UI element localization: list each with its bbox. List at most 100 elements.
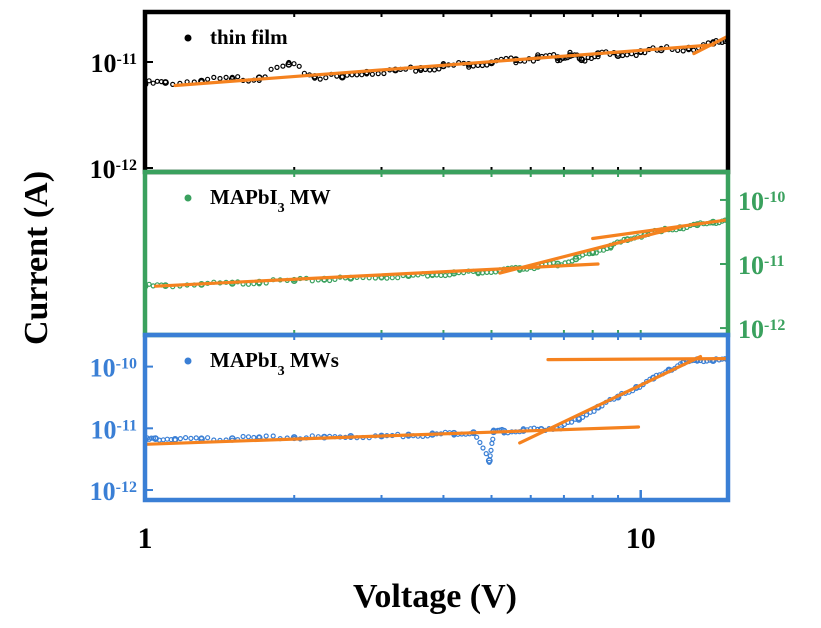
x-tick-label: 10 xyxy=(626,522,656,555)
data-marker xyxy=(425,273,431,279)
y-tick-exponent: -11 xyxy=(117,50,137,67)
data-marker xyxy=(447,272,453,278)
y-tick-base: 10 xyxy=(91,49,117,78)
data-marker xyxy=(223,74,229,81)
data-marker xyxy=(323,75,329,81)
data-marker xyxy=(154,78,160,84)
y-tick-base: 10 xyxy=(738,315,764,344)
plot-area-middle xyxy=(145,217,728,290)
data-marker xyxy=(198,435,205,441)
y-tick-exponent: -11 xyxy=(117,417,137,434)
data-marker xyxy=(211,74,217,81)
data-marker xyxy=(205,435,211,441)
data-marker xyxy=(146,78,152,84)
data-point xyxy=(724,37,728,44)
legend-label: MAPbI3 MWs xyxy=(210,348,339,379)
y-tick-label: 10-11 xyxy=(738,251,784,280)
y-tick-base: 10 xyxy=(738,187,764,216)
data-marker xyxy=(490,436,496,442)
data-marker xyxy=(568,419,575,425)
plot-area-bottom xyxy=(145,355,728,465)
data-marker xyxy=(369,71,375,77)
data-marker xyxy=(193,435,199,441)
fit-line xyxy=(692,34,728,56)
y-tick-exponent: -12 xyxy=(764,317,785,334)
data-marker xyxy=(317,76,323,82)
y-tick-label: 10-11 xyxy=(91,49,137,78)
fit-line xyxy=(518,355,703,445)
data-marker xyxy=(474,434,480,440)
data-marker xyxy=(359,72,365,78)
legend-label: thin film xyxy=(210,25,288,49)
data-point xyxy=(285,61,293,68)
legend-text: thin film xyxy=(210,25,288,49)
y-axis-label: Current (A) xyxy=(18,171,55,345)
data-marker xyxy=(280,63,286,69)
y-tick-label: 10-12 xyxy=(90,477,137,506)
y-tick-label: 10-12 xyxy=(738,315,785,344)
legend-text-rest: MWs xyxy=(285,348,339,372)
fit-line xyxy=(546,357,728,362)
data-marker xyxy=(188,435,194,441)
data-marker xyxy=(263,433,269,439)
data-marker xyxy=(384,275,390,281)
data-marker xyxy=(245,434,252,440)
y-tick-base: 10 xyxy=(90,155,116,184)
x-axis: 1 10 xyxy=(138,490,656,555)
legend-text: MAPbI xyxy=(210,185,278,209)
data-marker xyxy=(483,451,489,457)
legend-label: MAPbI3 MW xyxy=(210,185,331,216)
data-marker xyxy=(296,63,302,69)
y-tick-label: 10-11 xyxy=(91,415,137,444)
y-tick-exponent: -10 xyxy=(116,355,137,372)
legend-marker xyxy=(184,34,192,42)
data-marker xyxy=(582,58,588,64)
data-marker xyxy=(477,439,483,446)
fit-line xyxy=(173,43,715,88)
x-tick-label: 1 xyxy=(138,522,153,555)
legend-text-rest: MW xyxy=(285,185,331,209)
y-tick-label: 10-12 xyxy=(90,155,137,184)
y-tick-label: 10-10 xyxy=(90,354,137,383)
fit-line xyxy=(591,218,728,241)
y-tick-exponent: -10 xyxy=(764,188,785,205)
frames-group xyxy=(142,9,731,503)
data-marker xyxy=(150,435,156,441)
data-marker xyxy=(576,254,582,260)
legend-bottom: MAPbI3 MWs xyxy=(184,348,339,379)
data-marker xyxy=(268,66,274,72)
data-marker xyxy=(389,275,395,281)
y-tick-exponent: -12 xyxy=(116,157,137,174)
y-tick-exponent: -12 xyxy=(116,479,137,496)
legend-marker xyxy=(184,194,192,202)
data-marker xyxy=(680,48,686,54)
data-marker xyxy=(488,447,494,453)
y-tick-base: 10 xyxy=(738,251,764,280)
data-marker xyxy=(569,258,575,264)
data-marker xyxy=(240,433,246,440)
data-marker xyxy=(555,57,561,64)
data-marker xyxy=(479,62,485,69)
data-marker xyxy=(375,70,381,77)
data-marker xyxy=(162,79,169,85)
data-marker xyxy=(395,275,401,281)
fit-line xyxy=(153,262,600,288)
panel-frame-bottom xyxy=(142,332,731,503)
data-marker xyxy=(286,59,292,66)
data-marker xyxy=(466,64,472,70)
data-marker xyxy=(591,408,597,414)
y-tick-base: 10 xyxy=(91,415,117,444)
data-marker xyxy=(229,74,235,80)
fit-line xyxy=(145,425,641,446)
data-marker xyxy=(489,440,495,446)
data-marker xyxy=(438,272,444,278)
legend-middle: MAPbI3 MW xyxy=(184,185,331,216)
y-tick-exponent: -11 xyxy=(764,253,784,270)
plot-area-top xyxy=(145,34,728,88)
